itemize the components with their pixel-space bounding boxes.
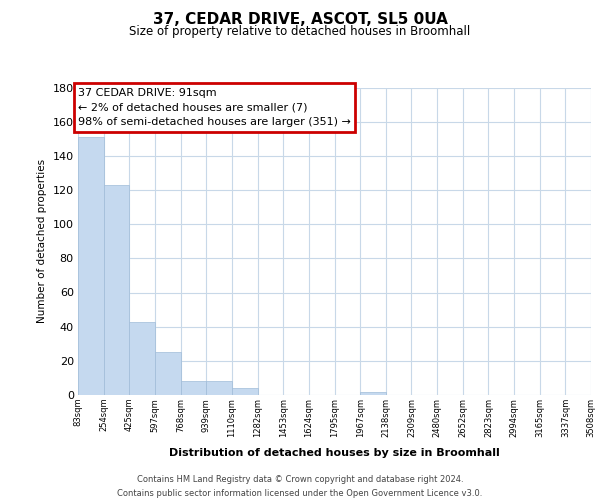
X-axis label: Distribution of detached houses by size in Broomhall: Distribution of detached houses by size … (169, 448, 500, 458)
Bar (155, 352, 181, 395)
Bar (206, 382, 232, 395)
Bar (104, 185, 130, 395)
Bar (181, 382, 206, 395)
Bar (360, 392, 386, 395)
Y-axis label: Number of detached properties: Number of detached properties (37, 159, 47, 324)
Bar (78, 137, 104, 395)
Text: Contains HM Land Registry data © Crown copyright and database right 2024.
Contai: Contains HM Land Registry data © Crown c… (118, 476, 482, 498)
Text: 37, CEDAR DRIVE, ASCOT, SL5 0UA: 37, CEDAR DRIVE, ASCOT, SL5 0UA (152, 12, 448, 28)
Bar (130, 322, 155, 395)
Text: 37 CEDAR DRIVE: 91sqm
← 2% of detached houses are smaller (7)
98% of semi-detach: 37 CEDAR DRIVE: 91sqm ← 2% of detached h… (78, 88, 351, 127)
Bar (232, 388, 257, 395)
Text: Size of property relative to detached houses in Broomhall: Size of property relative to detached ho… (130, 25, 470, 38)
